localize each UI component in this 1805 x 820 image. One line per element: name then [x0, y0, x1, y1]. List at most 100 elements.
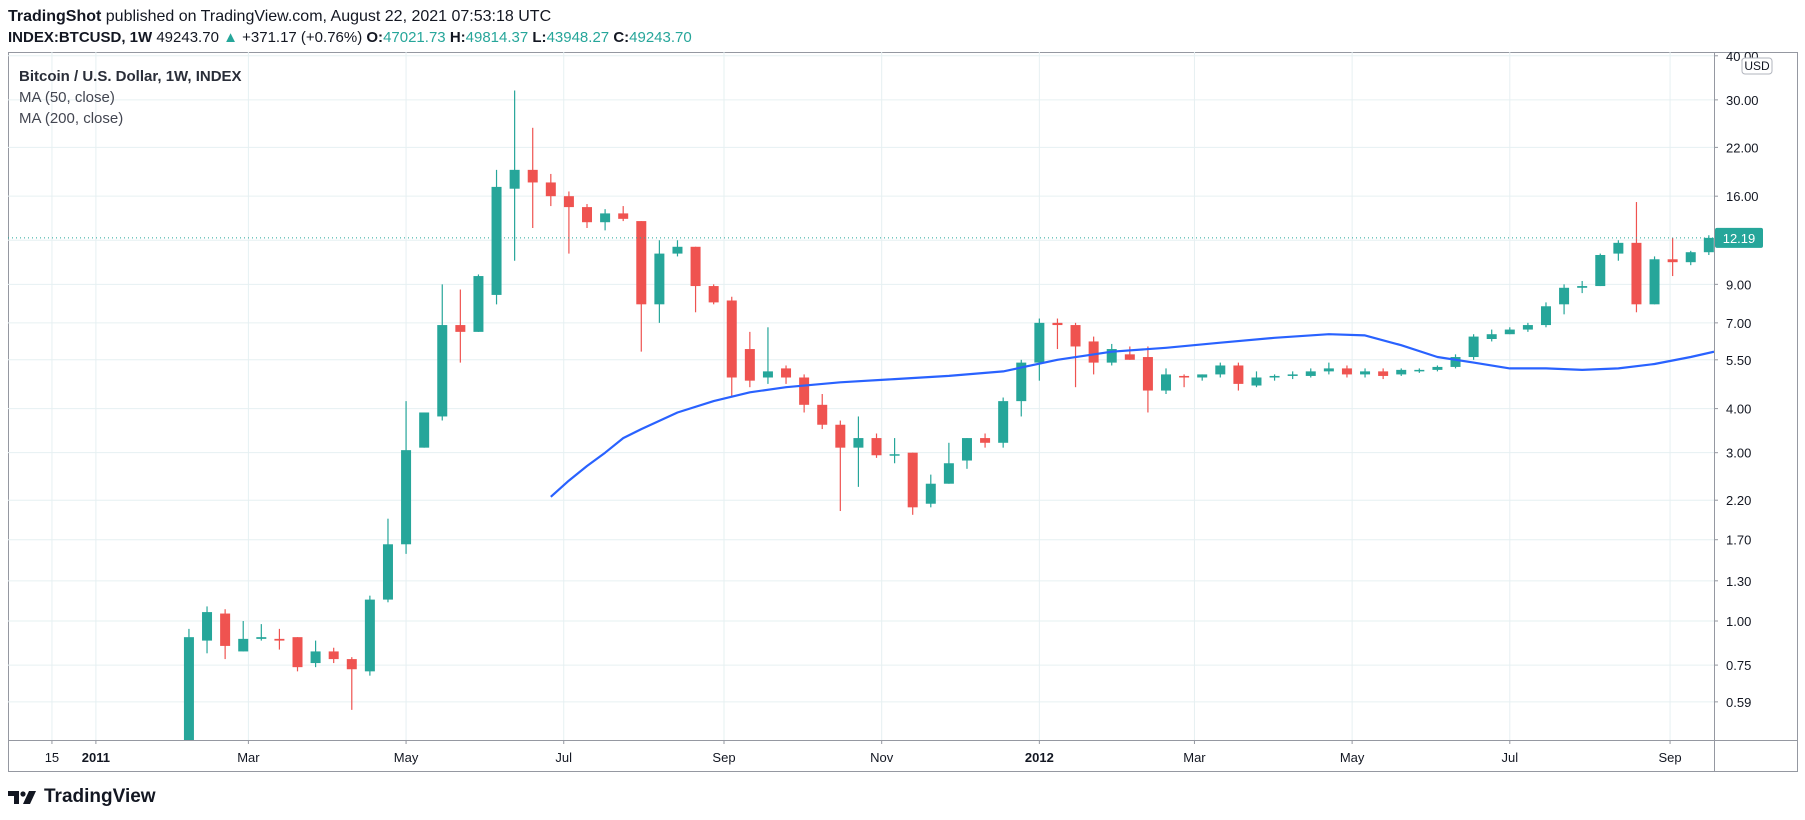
candle-body — [1179, 375, 1190, 378]
candle[interactable] — [1070, 322, 1081, 388]
candle[interactable] — [835, 420, 846, 512]
chart-frame[interactable] — [8, 52, 1798, 772]
candle[interactable] — [1414, 368, 1425, 373]
candle[interactable] — [636, 221, 647, 352]
candle[interactable] — [364, 595, 375, 676]
candle[interactable] — [853, 416, 864, 487]
candle[interactable] — [310, 640, 321, 668]
candle[interactable] — [419, 412, 430, 448]
candle[interactable] — [238, 621, 249, 652]
candle[interactable] — [618, 206, 629, 222]
candle[interactable] — [871, 433, 882, 458]
candle[interactable] — [1287, 371, 1298, 380]
candle[interactable] — [1016, 359, 1027, 417]
candle[interactable] — [292, 637, 303, 672]
candle[interactable] — [1233, 362, 1244, 391]
candle[interactable] — [1522, 322, 1533, 332]
candle[interactable] — [401, 401, 412, 554]
candle[interactable] — [1540, 302, 1551, 328]
candle[interactable] — [1106, 343, 1117, 366]
candle[interactable] — [545, 173, 556, 207]
candle[interactable] — [1504, 327, 1515, 335]
candle[interactable] — [509, 90, 520, 261]
candle[interactable] — [998, 397, 1009, 448]
candle[interactable] — [1486, 329, 1497, 342]
candle[interactable] — [1215, 362, 1226, 378]
candle[interactable] — [563, 191, 574, 254]
candle[interactable] — [1360, 368, 1371, 378]
candle[interactable] — [1124, 346, 1135, 360]
candle[interactable] — [346, 657, 357, 710]
candle[interactable] — [1559, 284, 1570, 315]
candle[interactable] — [382, 518, 393, 603]
candle[interactable] — [437, 284, 448, 421]
candle[interactable] — [726, 296, 737, 398]
candle[interactable] — [654, 240, 665, 323]
candle[interactable] — [1305, 368, 1316, 378]
candle[interactable] — [473, 274, 484, 332]
candle-body — [1251, 377, 1262, 386]
candle[interactable] — [1269, 374, 1280, 381]
candle[interactable] — [781, 365, 792, 384]
candle[interactable] — [491, 169, 502, 305]
candle[interactable] — [762, 327, 773, 384]
candle[interactable] — [183, 628, 194, 769]
candle[interactable] — [961, 438, 972, 469]
candle-body — [907, 452, 918, 508]
candle[interactable] — [582, 204, 593, 228]
ma-line[interactable] — [550, 333, 1714, 498]
candle[interactable] — [1703, 235, 1714, 255]
tradingview-brand[interactable]: TradingView — [8, 786, 156, 808]
candle[interactable] — [889, 438, 900, 464]
candle[interactable] — [1649, 256, 1660, 305]
candle[interactable] — [708, 284, 719, 305]
candle[interactable] — [1197, 374, 1208, 381]
y-tick-label: 1.70 — [1726, 533, 1751, 548]
candle[interactable] — [274, 628, 285, 650]
candle[interactable] — [1341, 365, 1352, 378]
candle[interactable] — [600, 209, 611, 231]
candle[interactable] — [690, 246, 701, 313]
candle[interactable] — [907, 452, 918, 515]
candle[interactable] — [1251, 371, 1262, 388]
candle[interactable] — [1052, 318, 1063, 350]
candle[interactable] — [455, 289, 466, 363]
candle[interactable] — [1631, 202, 1642, 313]
legend-ma200[interactable]: MA (200, close) — [19, 110, 124, 127]
candle[interactable] — [328, 647, 339, 664]
candle[interactable] — [943, 442, 954, 484]
y-tick-label: 7.00 — [1726, 316, 1751, 331]
candle-body — [925, 483, 936, 504]
candle[interactable] — [1432, 365, 1443, 372]
candle[interactable] — [817, 393, 828, 430]
candle[interactable] — [1378, 368, 1389, 380]
candle[interactable] — [1161, 368, 1172, 394]
candle[interactable] — [1034, 318, 1045, 381]
candle[interactable] — [1468, 334, 1479, 360]
candle[interactable] — [1667, 237, 1678, 277]
x-tick-label: Jul — [1501, 750, 1518, 765]
candle[interactable] — [220, 609, 231, 660]
candle[interactable] — [1595, 253, 1606, 287]
candle[interactable] — [527, 127, 538, 228]
candle[interactable] — [1685, 250, 1696, 266]
candle[interactable] — [1142, 346, 1153, 413]
candle[interactable] — [1179, 374, 1190, 388]
candle[interactable] — [1396, 368, 1407, 376]
y-tick-label: 2.20 — [1726, 493, 1751, 508]
candle[interactable] — [980, 433, 991, 448]
candle[interactable] — [1613, 240, 1624, 261]
candle[interactable] — [799, 374, 810, 413]
candle-body — [799, 377, 810, 405]
candle[interactable] — [1323, 362, 1334, 375]
candle[interactable] — [1577, 280, 1588, 294]
candle-body — [835, 424, 846, 448]
candle[interactable] — [256, 624, 267, 641]
candle[interactable] — [744, 331, 755, 388]
legend-ma50[interactable]: MA (50, close) — [19, 89, 115, 106]
candle[interactable] — [672, 240, 683, 257]
price-chart[interactable]: 0.59 0.75 1.00 1.30 1.70 2.20 3.00 4.00 5.50 7.00… — [8, 52, 1798, 772]
candle[interactable] — [925, 474, 936, 508]
candle[interactable] — [202, 606, 213, 654]
candle[interactable] — [1450, 354, 1461, 369]
